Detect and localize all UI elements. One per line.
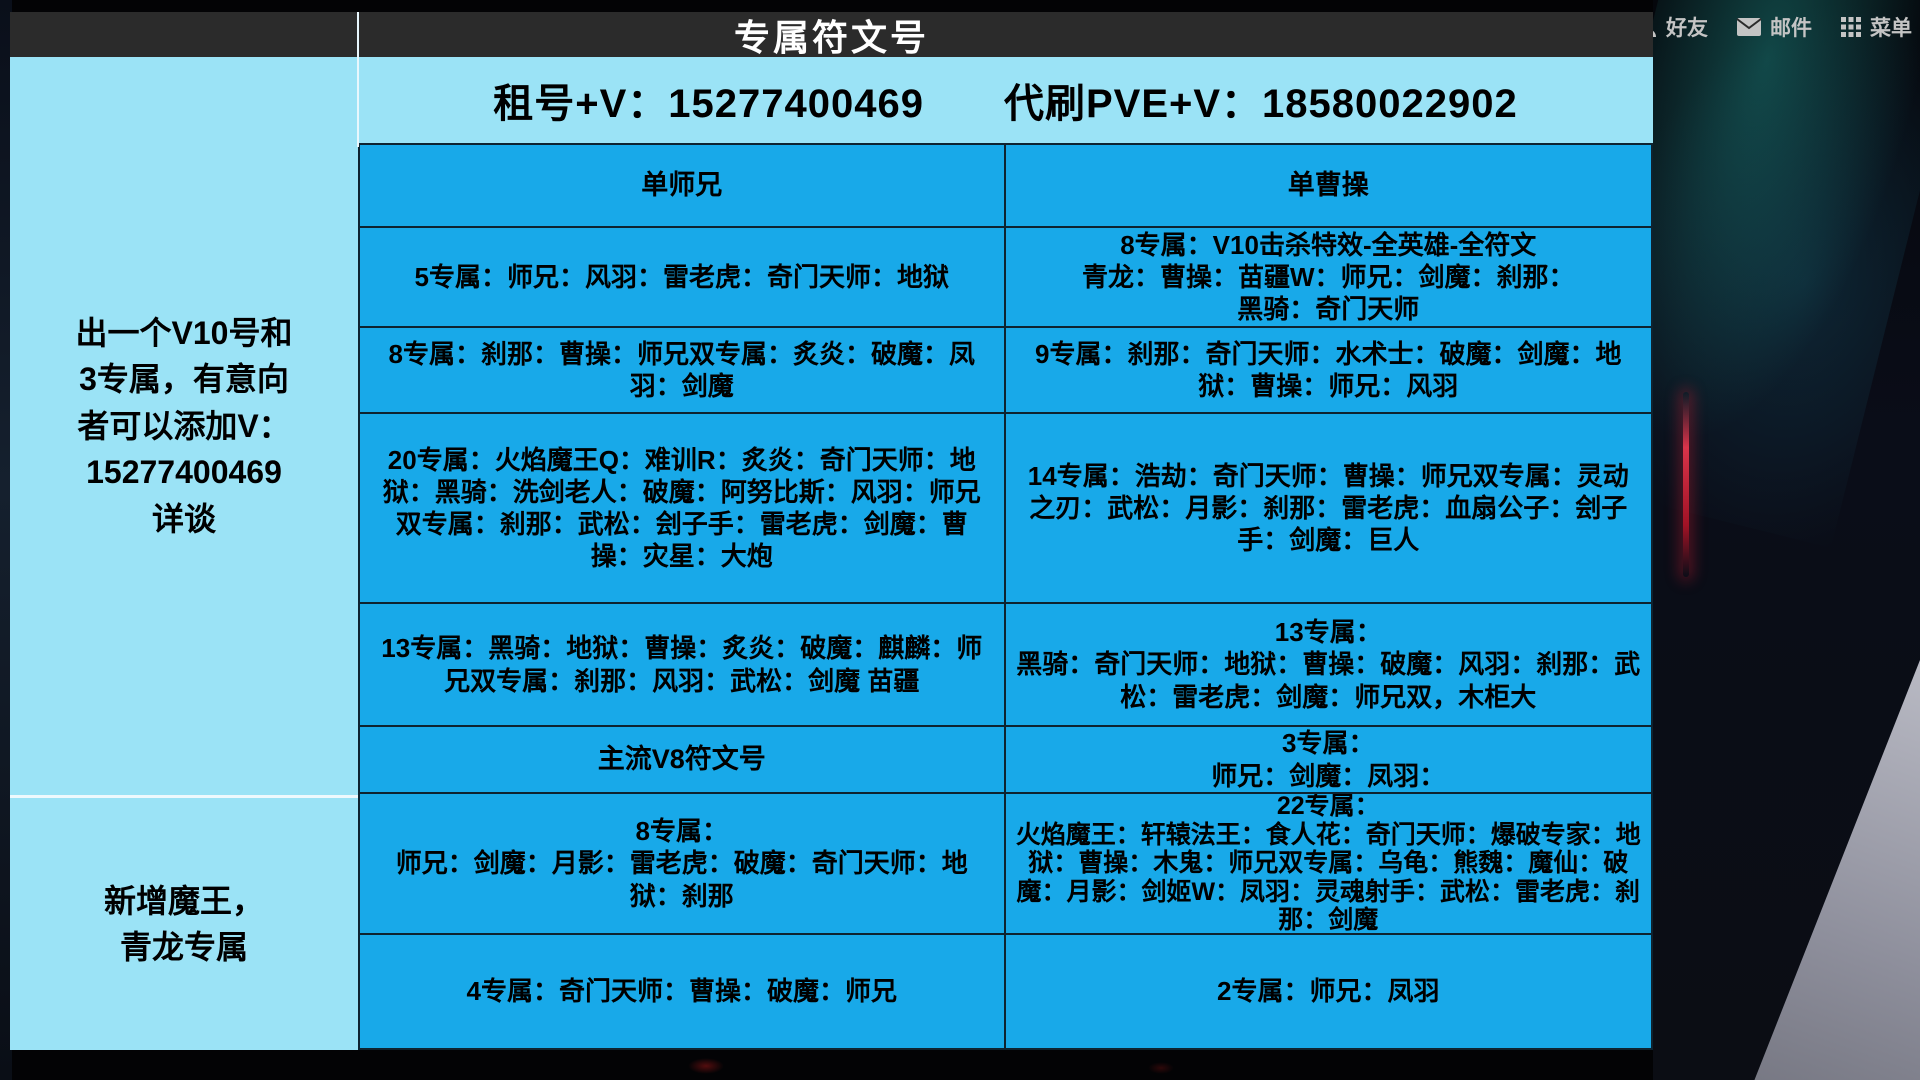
table-cell: 13专属： 黑骑：奇门天师：地狱：曹操：破魔：风羽：刹那：武松：雷老虎：剑魔：师… (1005, 604, 1651, 727)
table-cell: 9专属：刹那：奇门天师：水术士：破魔：剑魔：地狱：曹操：师兄：风羽 (1005, 328, 1651, 414)
mail-button[interactable]: 邮件 (1736, 12, 1812, 42)
red-blade-effect (1683, 392, 1689, 577)
table-cell: 20专属：火焰魔王Q：难训R：炙炎：奇门天师：地狱：黑骑：洗剑老人：破魔：阿努比… (360, 414, 1006, 604)
game-topbar: 好友 邮件 菜单 (1594, 12, 1912, 42)
friends-label: 好友 (1666, 17, 1708, 40)
sidebar-divider (10, 795, 358, 798)
table-cell: 8专属： 师兄：剑魔：月影：雷老虎：破魔：奇门天师：地狱：刹那 (360, 794, 1006, 935)
rent-contact: 租号+V：15277400469 (493, 82, 924, 126)
board-content: 出一个V10号和 3专属，有意向 者可以添加V： 15277400469 详谈 … (10, 57, 1653, 1050)
background-wedge (1754, 660, 1920, 1080)
board-title: 专属符文号 (733, 16, 929, 58)
table-cell: 4专属：奇门天师：曹操：破魔：师兄 (360, 935, 1006, 1048)
table-cell-section-header: 主流V8符文号 (360, 727, 1006, 794)
column-header-shixiong: 单师兄 (360, 145, 1006, 228)
table-cell: 13专属：黑骑：地狱：曹操：炙炎：破魔：麒麟：师兄双专属：刹那：风羽：武松：剑魔… (360, 604, 1006, 727)
table-cell: 8专属：刹那：曹操：师兄双专属：炙炎：破魔：凤羽：剑魔 (360, 328, 1006, 414)
mail-label: 邮件 (1770, 17, 1812, 40)
sidebar-notice-bottom: 新增魔王， 青龙专属 (103, 882, 264, 965)
sidebar-notice-top: 出一个V10号和 3专属，有意向 者可以添加V： 15277400469 详谈 (75, 315, 293, 537)
contact-bar: 租号+V：15277400469 代刷PVE+V：18580022902 (358, 57, 1653, 143)
table-cell: 8专属：V10击杀特效-全英雄-全符文 青龙：曹操：苗疆W：师兄：剑魔：刹那： … (1005, 228, 1651, 328)
ember-glow (1148, 1062, 1174, 1074)
main-area: 租号+V：15277400469 代刷PVE+V：18580022902 单师兄… (358, 57, 1653, 1050)
grid-divider-line (357, 12, 359, 147)
table-cell: 5专属：师兄：风羽：雷老虎：奇门天师：地狱 (360, 228, 1006, 328)
menu-button[interactable]: 菜单 (1840, 12, 1912, 42)
mail-icon (1736, 17, 1762, 37)
boost-contact: 代刷PVE+V：18580022902 (1003, 82, 1518, 126)
teal-aurora-effect (1653, 0, 1920, 548)
table-cell: 2专属：师兄：凤羽 (1005, 935, 1651, 1048)
ember-glow (688, 1058, 724, 1074)
table-cell: 22专属： 火焰魔王：轩辕法王：食人花：奇门天师：爆破专家：地狱：曹操：木鬼：师… (1005, 794, 1651, 935)
table-cell: 3专属： 师兄：剑魔：凤羽： (1005, 727, 1651, 794)
column-header-caocao: 单曹操 (1005, 145, 1651, 228)
menu-grid-icon (1840, 16, 1862, 38)
price-board-panel: 专属符文号 出一个V10号和 3专属，有意向 者可以添加V： 152774004… (10, 12, 1653, 1050)
sidebar-notice: 出一个V10号和 3专属，有意向 者可以添加V： 15277400469 详谈 … (10, 57, 358, 1050)
table-cell: 14专属：浩劫：奇门天师：曹操：师兄双专属：灵动之刃：武松：月影：刹那：雷老虎：… (1005, 414, 1651, 604)
game-background-left (0, 0, 12, 1080)
menu-label: 菜单 (1870, 17, 1912, 40)
game-background (1653, 0, 1920, 1080)
runes-table: 单师兄 单曹操 5专属：师兄：风羽：雷老虎：奇门天师：地狱 8专属：V10击杀特… (358, 143, 1653, 1050)
board-title-bar: 专属符文号 (10, 12, 1653, 58)
